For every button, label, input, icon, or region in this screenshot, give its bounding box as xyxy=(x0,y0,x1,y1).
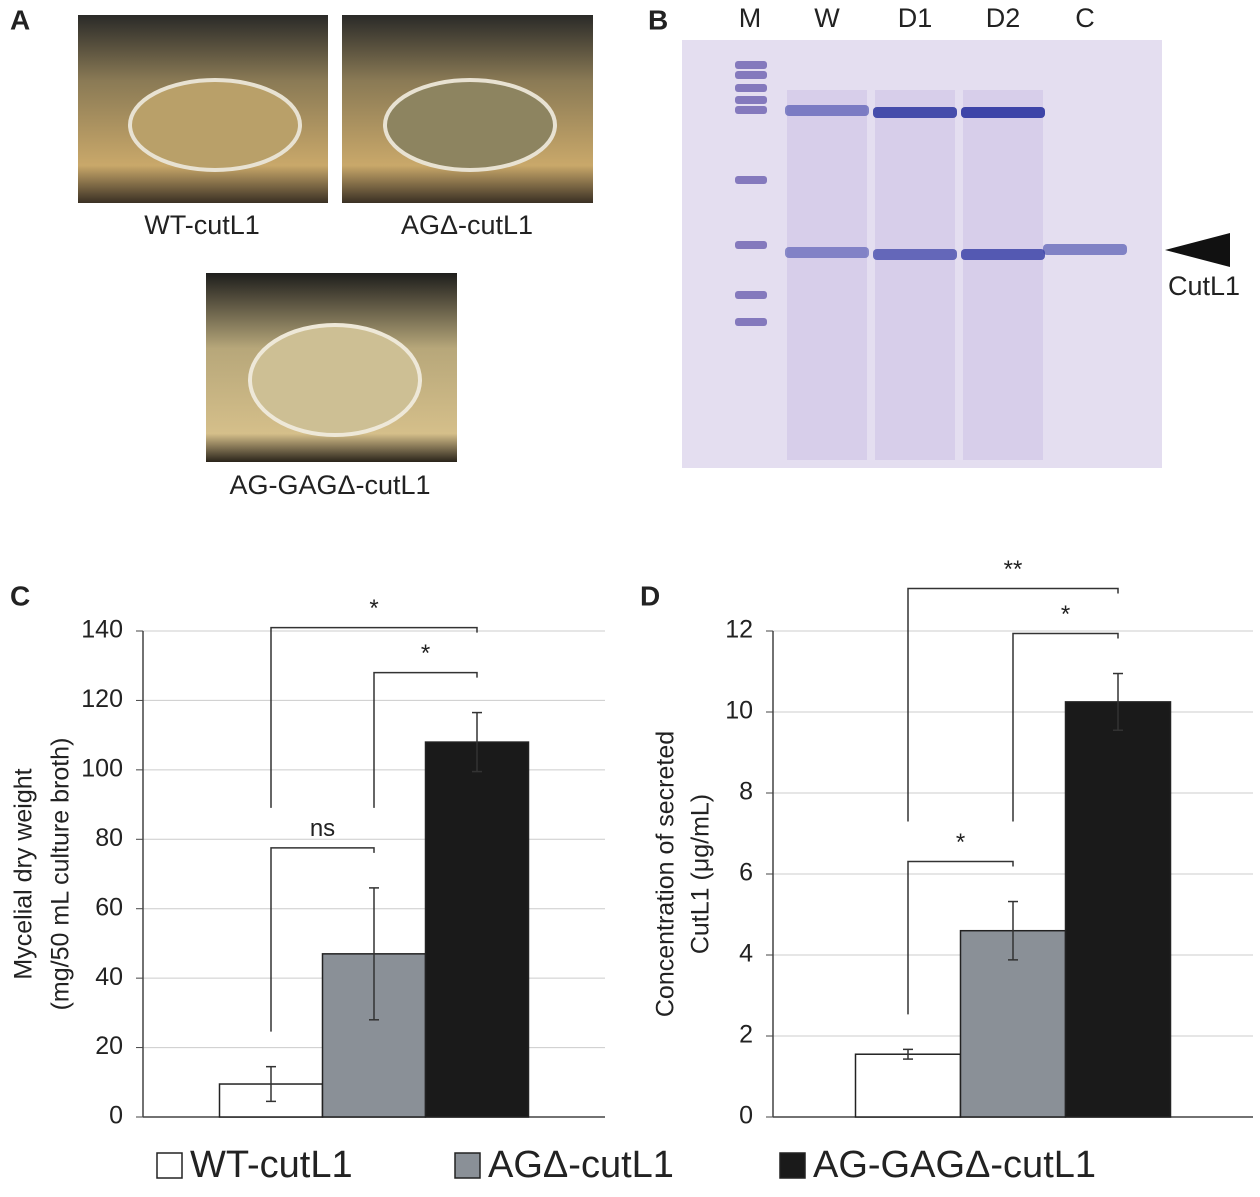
y-tick-label: 0 xyxy=(109,1102,123,1130)
error-bar xyxy=(369,887,379,1021)
photo-detail xyxy=(248,323,422,437)
protein-band xyxy=(873,249,957,260)
y-tick-label: 100 xyxy=(81,754,123,782)
y-tick-label: 80 xyxy=(95,824,123,852)
y-tick-label: 20 xyxy=(95,1032,123,1060)
legend-swatch xyxy=(779,1152,806,1179)
significance-label: ns xyxy=(310,815,335,842)
lane-label: W xyxy=(814,3,840,33)
significance-bracket xyxy=(373,671,478,808)
y-tick-label: 10 xyxy=(725,697,753,725)
panel-label: A xyxy=(10,4,30,35)
legend: WT-cutL1 AGΔ-cutL1 AG-GAGΔ-cutL1 xyxy=(156,1144,1096,1186)
significance-label: * xyxy=(421,640,430,667)
charts: C Mycelial dry weight (mg/50 mL culture br… xyxy=(10,556,1253,1130)
marker-band xyxy=(735,61,767,69)
gel-bands xyxy=(735,61,1127,460)
y-axis-label: Concentration of secreted xyxy=(652,731,680,1017)
marker-band xyxy=(735,96,767,104)
y-tick-label: 140 xyxy=(81,616,123,644)
lane-label: D2 xyxy=(986,3,1021,33)
lane-label: C xyxy=(1075,3,1095,33)
legend-label: AGΔ-cutL1 xyxy=(488,1144,674,1186)
bar xyxy=(1064,701,1172,1118)
marker-band xyxy=(735,318,767,326)
legend-swatch xyxy=(454,1152,481,1179)
marker-band xyxy=(735,84,767,92)
lane-smear xyxy=(963,90,1043,460)
significance-label: * xyxy=(369,595,378,622)
y-axis-label: CutL1 (μg/mL) xyxy=(687,794,715,954)
significance-bracket xyxy=(907,860,1014,1015)
error-bar xyxy=(266,1065,276,1103)
bar xyxy=(959,929,1067,1118)
y-axis-label: (mg/50 mL culture broth) xyxy=(47,738,75,1011)
significance-bracket xyxy=(270,847,375,1032)
lane-label: D1 xyxy=(898,3,933,33)
panel-label: D xyxy=(640,580,660,611)
significance-bracket xyxy=(270,626,478,808)
y-tick-label: 60 xyxy=(95,893,123,921)
protein-band xyxy=(1043,244,1127,255)
bar xyxy=(424,741,530,1118)
protein-band xyxy=(785,105,869,116)
photo-detail xyxy=(128,78,302,172)
arrow xyxy=(1165,233,1230,267)
y-tick-label: 4 xyxy=(739,940,753,968)
error-bar xyxy=(1008,900,1018,961)
y-tick-label: 8 xyxy=(739,778,753,806)
protein-band xyxy=(785,247,869,258)
legend-label: AG-GAGΔ-cutL1 xyxy=(813,1144,1096,1186)
error-bar xyxy=(472,711,482,773)
lane-label: M xyxy=(739,3,762,33)
photo-detail xyxy=(383,78,557,172)
panel-label: B xyxy=(648,4,668,35)
marker-band xyxy=(735,176,767,184)
error-bar xyxy=(1113,672,1123,731)
protein-band xyxy=(873,107,957,118)
lane-smear xyxy=(875,90,955,460)
legend-swatch xyxy=(156,1152,183,1179)
photo-caption: AGΔ-cutL1 xyxy=(401,210,533,240)
legend-label: WT-cutL1 xyxy=(190,1144,353,1186)
error-bar xyxy=(903,1048,913,1060)
marker-band xyxy=(735,71,767,79)
significance-bracket xyxy=(907,587,1119,822)
photo-caption: WT-cutL1 xyxy=(144,210,260,240)
protein-band xyxy=(961,107,1045,118)
marker-band xyxy=(735,291,767,299)
panel-label: C xyxy=(10,580,30,611)
marker-band xyxy=(735,106,767,114)
photo-caption: AG-GAGΔ-cutL1 xyxy=(229,470,430,500)
y-tick-label: 6 xyxy=(739,859,753,887)
arrow-label: CutL1 xyxy=(1168,271,1240,301)
y-tick-label: 12 xyxy=(725,616,753,644)
significance-label: * xyxy=(1061,601,1070,628)
y-tick-label: 2 xyxy=(739,1021,753,1049)
y-tick-label: 120 xyxy=(81,685,123,713)
significance-label: ** xyxy=(1004,556,1023,583)
significance-bracket xyxy=(1012,632,1119,822)
lane-smear xyxy=(787,90,867,460)
marker-band xyxy=(735,241,767,249)
y-tick-label: 0 xyxy=(739,1102,753,1130)
protein-band xyxy=(961,249,1045,260)
bar xyxy=(854,1053,962,1118)
y-axis-label: Mycelial dry weight xyxy=(10,768,38,979)
y-tick-label: 40 xyxy=(95,963,123,991)
significance-label: * xyxy=(956,829,965,856)
